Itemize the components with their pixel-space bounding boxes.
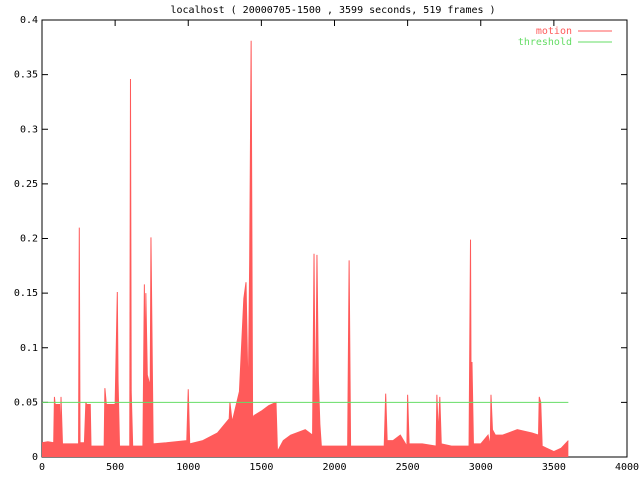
x-tick-label: 1000	[176, 462, 200, 473]
x-tick-label: 0	[39, 462, 45, 473]
y-tick-label: 0.25	[14, 179, 38, 190]
legend-label: threshold	[518, 37, 572, 48]
x-tick-label: 2000	[322, 462, 346, 473]
y-tick-label: 0.15	[14, 288, 38, 299]
y-tick-label: 0	[32, 452, 38, 463]
y-tick-label: 0.4	[20, 15, 38, 26]
x-tick-label: 500	[106, 462, 124, 473]
y-tick-label: 0.3	[20, 124, 38, 135]
x-tick-label: 1500	[249, 462, 273, 473]
legend-label: motion	[536, 26, 572, 37]
y-tick-label: 0.35	[14, 70, 38, 81]
x-tick-label: 3500	[542, 462, 566, 473]
y-tick-label: 0.05	[14, 397, 38, 408]
series-line	[41, 40, 569, 454]
chart-title: localhost ( 20000705-1500 , 3599 seconds…	[170, 5, 495, 16]
x-tick-label: 3000	[469, 462, 493, 473]
x-tick-label: 2500	[396, 462, 420, 473]
x-tick-label: 4000	[615, 462, 639, 473]
series-area	[42, 40, 569, 457]
y-tick-label: 0.2	[20, 234, 38, 245]
y-tick-label: 0.1	[20, 343, 38, 354]
